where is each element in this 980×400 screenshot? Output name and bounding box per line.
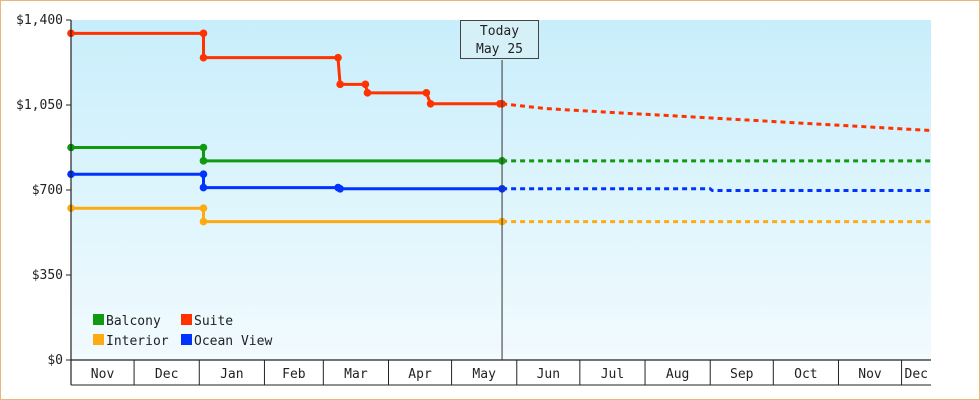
legend-item: Balcony [93,314,161,329]
month-label: Jan [220,367,243,382]
series-point[interactable] [199,204,208,213]
series-point[interactable] [199,157,208,165]
today-label: Today [479,24,520,39]
series-point[interactable] [199,53,208,62]
today-marker-box: Today May 25 [460,20,539,59]
legend: Balcony Suite Interior Ocean View [93,314,272,349]
series-point[interactable] [361,80,370,89]
legend-swatch [93,314,104,325]
legend-label: Ocean View [194,334,272,349]
series-point[interactable] [199,143,208,152]
legend-item: Interior [93,334,169,349]
month-label: Nov [91,367,115,382]
y-tick-label: $1,050 [16,98,63,113]
month-label: Oct [794,367,817,382]
series-line-actual [71,172,503,191]
y-tick-label: $0 [47,353,63,368]
month-label: Aug [666,367,689,382]
y-tick-label: $350 [32,268,63,283]
series-point[interactable] [336,80,344,89]
series-point[interactable] [363,89,372,97]
legend-label: Interior [106,334,169,349]
month-label: Feb [282,367,306,382]
series-point[interactable] [199,217,208,226]
legend-swatch [181,334,192,345]
month-label: Jul [601,367,624,382]
month-label: Nov [858,367,882,382]
series-line-actual [71,206,503,224]
series-suite [67,29,932,132]
legend-item: Ocean View [181,334,272,349]
y-tick-label: $700 [32,183,63,198]
month-label: Apr [408,367,432,382]
legend-swatch [93,334,104,345]
series-line-forecast [501,102,932,132]
series-point[interactable] [422,89,431,97]
series-point[interactable] [199,29,208,38]
month-label: Jun [537,367,560,382]
month-label: May [472,367,496,382]
today-date: May 25 [476,42,523,57]
month-label: Dec [905,367,928,382]
series-point[interactable] [336,184,344,193]
series-layer [67,29,932,226]
series-point[interactable] [426,99,435,108]
series-point[interactable] [199,183,208,192]
y-tick-label: $1,400 [16,13,63,28]
axis-layer: $0 $350 $700 $1,050 $1,400 Nov Dec Jan Feb Mar Apr… [16,13,931,386]
month-label: Dec [155,367,178,382]
legend-item: Suite [181,314,233,329]
series-line-forecast [502,187,931,192]
legend-label: Suite [194,314,233,329]
month-label: Mar [344,367,368,382]
series-point[interactable] [199,170,208,179]
legend-label: Balcony [106,314,161,329]
series-line-actual [71,146,503,163]
legend-swatch [181,314,192,325]
series-point[interactable] [334,53,342,62]
month-label: Sep [730,367,754,382]
